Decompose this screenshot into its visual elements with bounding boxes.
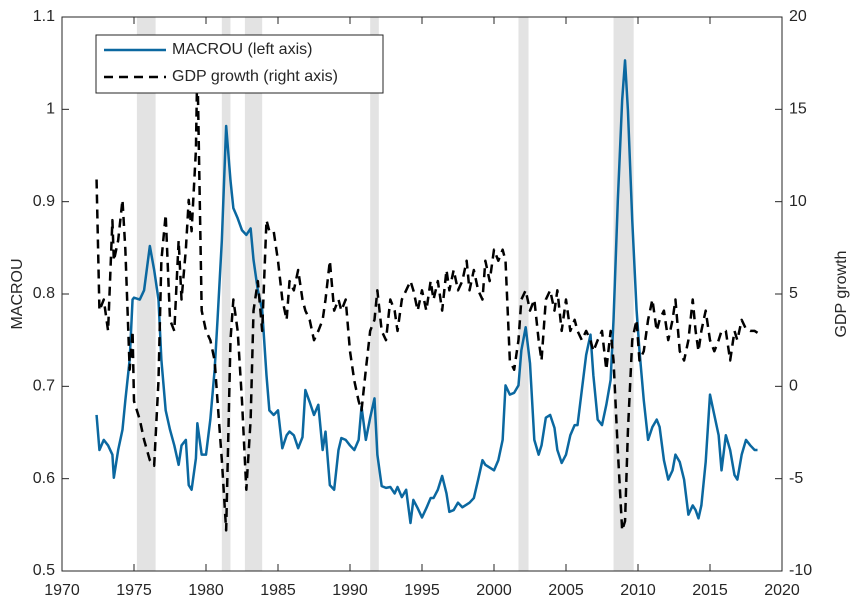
x-tick-label: 1990 — [332, 582, 368, 599]
y2-tick-label: 15 — [789, 101, 807, 118]
legend-label: GDP growth (right axis) — [172, 68, 338, 85]
y2-tick-label: 0 — [789, 378, 798, 395]
x-tick-label: 2015 — [692, 582, 728, 599]
y-axis-label: MACROU — [9, 258, 26, 329]
y2-axis-label: GDP growth — [833, 251, 850, 338]
series-line — [95, 59, 758, 525]
shaded-period — [613, 17, 634, 571]
y2-tick-label: 20 — [789, 8, 807, 25]
x-tick-label: 1980 — [188, 582, 224, 599]
legend: MACROU (left axis) GDP growth (right axis… — [95, 34, 384, 94]
x-tick-label: 2005 — [548, 582, 584, 599]
x-tick-label: 1985 — [260, 582, 296, 599]
series-line — [95, 60, 759, 532]
y2-tick-label: -10 — [789, 562, 812, 579]
x-tick-label: 1975 — [116, 582, 152, 599]
y-tick-label: 0.8 — [33, 285, 55, 302]
y-tick-label: 1 — [46, 101, 55, 118]
x-tick-label: 2020 — [764, 582, 800, 599]
y2-tick-label: 5 — [789, 285, 798, 302]
legend-box — [95, 34, 384, 94]
shaded-period — [370, 17, 379, 571]
legend-label: MACROU (left axis) — [172, 41, 312, 58]
y-tick-label: 1.1 — [33, 8, 55, 25]
x-tick-label: 2000 — [476, 582, 512, 599]
y-tick-label: 0.5 — [33, 562, 55, 579]
shaded-period — [221, 17, 231, 571]
shaded-period — [136, 17, 156, 571]
y2-tick-label: 10 — [789, 193, 807, 210]
x-tick-label: 1995 — [404, 582, 440, 599]
y-tick-label: 0.7 — [33, 378, 55, 395]
x-tick-label: 1970 — [44, 582, 80, 599]
y2-tick-label: -5 — [789, 470, 803, 487]
y-tick-label: 0.9 — [33, 193, 55, 210]
x-tick-label: 2010 — [620, 582, 656, 599]
y-tick-label: 0.6 — [33, 470, 55, 487]
plot-frame — [61, 16, 783, 572]
